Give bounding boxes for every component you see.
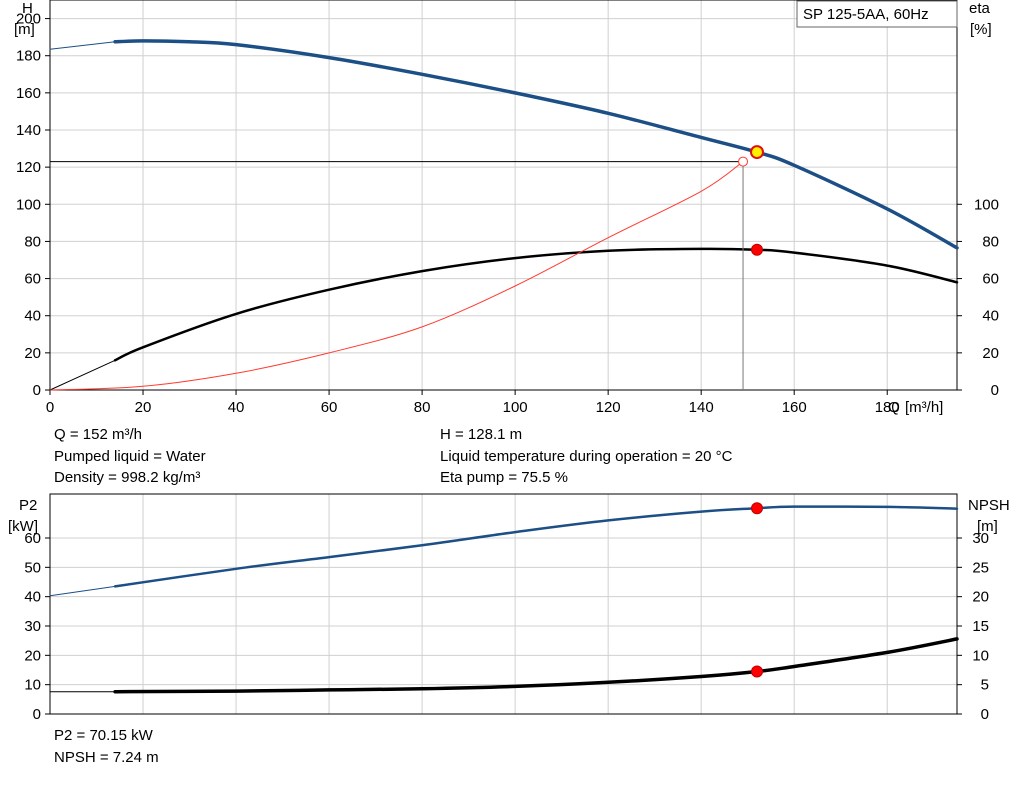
y-tick-label: 160 bbox=[16, 85, 41, 102]
series-efficiency-extrapolated bbox=[49, 359, 116, 391]
y2-tick-label: 0 bbox=[991, 382, 999, 399]
p2-tick-label: 30 bbox=[24, 618, 41, 635]
series-efficiency bbox=[113, 247, 959, 362]
info-density: Density = 998.2 kg/m³ bbox=[54, 469, 200, 486]
y-axis-unit-head: [m] bbox=[14, 21, 35, 38]
x-axis-unit-q: [m³/h] bbox=[905, 399, 943, 416]
legend-label: SP 125-5AA, 60Hz bbox=[803, 6, 929, 23]
top-chart-axes: 0 20 40 60 80 100 120 140 160 180 0 20 40 60 80 100 120 1… bbox=[16, 11, 999, 416]
x-tick-label: 100 bbox=[503, 399, 528, 416]
info-temperature: Liquid temperature during operation = 20… bbox=[440, 448, 733, 465]
series-head-extrapolated bbox=[49, 41, 116, 50]
p2-tick-label: 10 bbox=[24, 677, 41, 694]
x-tick-label: 60 bbox=[321, 399, 338, 416]
x-tick-label: 40 bbox=[228, 399, 245, 416]
y-tick-label: 140 bbox=[16, 122, 41, 139]
series-npsh bbox=[113, 637, 959, 694]
y2-tick-label: 100 bbox=[974, 196, 999, 213]
y2-axis-unit-eta: [%] bbox=[970, 21, 992, 38]
power-duty-point bbox=[750, 502, 763, 515]
legend-box: SP 125-5AA, 60Hz bbox=[796, 0, 958, 28]
npsh-tick-label: 30 bbox=[972, 530, 989, 547]
x-tick-label: 180 bbox=[875, 399, 900, 416]
y-tick-label: 120 bbox=[16, 159, 41, 176]
bottom-chart-frame bbox=[49, 493, 958, 715]
x-tick-label: 0 bbox=[46, 399, 54, 416]
y-tick-label: 180 bbox=[16, 48, 41, 65]
x-tick-label: 140 bbox=[689, 399, 714, 416]
y2-tick-label: 80 bbox=[982, 233, 999, 250]
info-flow: Q = 152 m³/h bbox=[54, 426, 142, 443]
y2-axis-unit-npsh: [m] bbox=[977, 518, 998, 535]
info-power: P2 = 70.15 kW bbox=[54, 727, 154, 744]
info-liquid: Pumped liquid = Water bbox=[54, 448, 206, 465]
x-tick-label: 80 bbox=[414, 399, 431, 416]
bottom-chart-grid bbox=[49, 494, 957, 715]
p2-tick-label: 20 bbox=[24, 647, 41, 664]
y2-tick-label: 20 bbox=[982, 345, 999, 362]
eta-duty-point bbox=[750, 243, 763, 256]
x-tick-label: 120 bbox=[596, 399, 621, 416]
series-power-extrapolated bbox=[49, 585, 116, 597]
x-tick-label: 20 bbox=[135, 399, 152, 416]
y-axis-name-head: H bbox=[22, 0, 33, 17]
p2-tick-label: 0 bbox=[33, 706, 41, 723]
series-power bbox=[113, 505, 959, 588]
y2-axis-name-eta: eta bbox=[969, 0, 991, 17]
y-axis-name-p2: P2 bbox=[19, 497, 37, 514]
y-tick-label: 20 bbox=[24, 345, 41, 362]
p2-tick-label: 40 bbox=[24, 589, 41, 606]
info-head: H = 128.1 m bbox=[440, 426, 522, 443]
y2-axis-name-npsh: NPSH bbox=[968, 497, 1010, 514]
npsh-tick-label: 10 bbox=[972, 647, 989, 664]
x-tick-label: 160 bbox=[782, 399, 807, 416]
y-tick-label: 200 bbox=[16, 11, 41, 28]
y-axis-unit-p2: [kW] bbox=[8, 518, 38, 535]
series-head bbox=[113, 39, 959, 250]
npsh-tick-label: 5 bbox=[981, 677, 989, 694]
series-system-curve bbox=[49, 161, 744, 391]
y-tick-label: 60 bbox=[24, 271, 41, 288]
npsh-tick-label: 20 bbox=[972, 589, 989, 606]
system-curve-point bbox=[738, 156, 749, 167]
info-eta: Eta pump = 75.5 % bbox=[440, 469, 568, 486]
y-tick-label: 0 bbox=[33, 382, 41, 399]
p2-tick-label: 60 bbox=[24, 530, 41, 547]
head-duty-point bbox=[749, 145, 764, 160]
npsh-duty-point bbox=[750, 665, 763, 678]
npsh-tick-label: 25 bbox=[972, 559, 989, 576]
p2-tick-label: 50 bbox=[24, 559, 41, 576]
info-npsh: NPSH = 7.24 m bbox=[54, 749, 159, 766]
y-tick-label: 40 bbox=[24, 308, 41, 325]
y2-tick-label: 40 bbox=[982, 308, 999, 325]
top-chart-curves bbox=[49, 39, 959, 391]
top-chart-frame bbox=[49, 0, 958, 391]
y2-tick-label: 60 bbox=[982, 271, 999, 288]
y-tick-label: 100 bbox=[16, 196, 41, 213]
npsh-tick-label: 0 bbox=[981, 706, 989, 723]
y-tick-label: 80 bbox=[24, 233, 41, 250]
npsh-tick-label: 15 bbox=[972, 618, 989, 635]
bottom-chart-curves bbox=[49, 502, 959, 694]
bottom-chart-axes: 0 10 20 30 40 50 60 0 5 10 15 20 25 30 bbox=[24, 530, 989, 723]
x-axis-name-q: Q bbox=[888, 399, 900, 416]
